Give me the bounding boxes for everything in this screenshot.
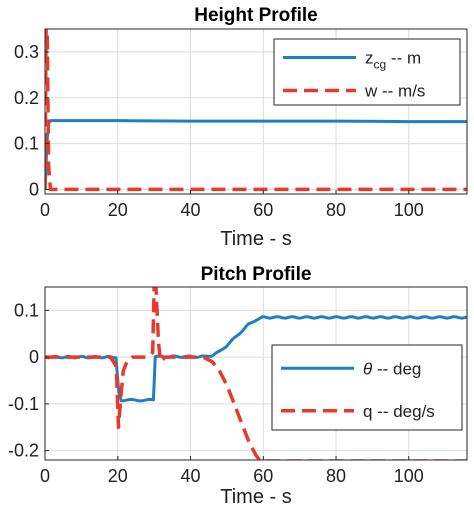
height-profile-plot: 0 20 40 60 80 100 0 0.1 0.2 0.3 zcg -- m w -- m/s	[14, 28, 468, 220]
height-profile-title: Height Profile	[194, 5, 318, 26]
pitch-profile-panel: Pitch Profile 0 20 40 60 80 100 0.1 0 -0.1 -0.2 θ…	[8, 264, 468, 505]
height-xtick-label: 20	[108, 200, 128, 220]
height-xtick-label: 80	[326, 200, 346, 220]
pitch-profile-xlabel: Time - s	[220, 486, 291, 505]
height-profile-axes-frame	[44, 28, 468, 195]
height-profile-panel: Height Profile 0 20 40 60 80 100 0 0.1 0.2 0.3 zc…	[14, 5, 468, 250]
height-profile-series	[45, 29, 467, 192]
pitch-xtick-label: 20	[108, 466, 128, 486]
height-series-line-1	[45, 29, 467, 192]
height-ytick-label: 0.3	[14, 42, 39, 62]
pitch-xtick-label: 100	[394, 466, 424, 486]
height-xtick-label: 40	[181, 200, 201, 220]
pitch-profile-ticks: 0 20 40 60 80 100 0.1 0 -0.1 -0.2	[8, 300, 424, 486]
height-ytick-label: 0.1	[14, 134, 39, 154]
pitch-ytick-label: -0.1	[8, 394, 39, 414]
pitch-xtick-label: 80	[326, 466, 346, 486]
height-legend-label-1: w -- m/s	[364, 82, 425, 101]
height-profile-ticks: 0 20 40 60 80 100 0 0.1 0.2 0.3	[14, 42, 424, 220]
pitch-profile-axes-frame	[44, 286, 468, 461]
height-legend-box	[273, 38, 461, 106]
pitch-series-line-0	[45, 315, 467, 403]
pitch-ytick-label: 0.1	[14, 300, 39, 320]
height-series-line-0	[45, 119, 467, 190]
pitch-profile-legend: θ -- deg q -- deg/s	[271, 344, 463, 431]
pitch-profile-title: Pitch Profile	[201, 264, 312, 285]
height-xtick-label: 60	[253, 200, 273, 220]
height-profile-legend: zcg -- m w -- m/s	[273, 38, 461, 106]
pitch-profile-plot: 0 20 40 60 80 100 0.1 0 -0.1 -0.2 θ -- deg q -- de…	[8, 286, 468, 486]
pitch-profile-series	[45, 287, 467, 460]
pitch-xtick-label: 40	[181, 466, 201, 486]
pitch-legend-label-1: q -- deg/s	[363, 402, 435, 421]
height-profile-xlabel: Time - s	[220, 228, 291, 250]
height-legend-label-0: zcg -- m	[365, 49, 421, 72]
height-ytick-label: 0.2	[14, 88, 39, 108]
height-ytick-label: 0	[29, 179, 39, 199]
pitch-legend-box	[271, 344, 463, 431]
height-xtick-label: 100	[394, 200, 424, 220]
height-xtick-label: 0	[40, 200, 50, 220]
pitch-legend-label-0: θ -- deg	[363, 359, 421, 378]
pitch-xtick-label: 60	[253, 466, 273, 486]
pitch-series-line-1	[45, 287, 467, 460]
pitch-ytick-label: 0	[29, 347, 39, 367]
pitch-ytick-label: -0.2	[8, 441, 39, 461]
pitch-xtick-label: 0	[40, 466, 50, 486]
